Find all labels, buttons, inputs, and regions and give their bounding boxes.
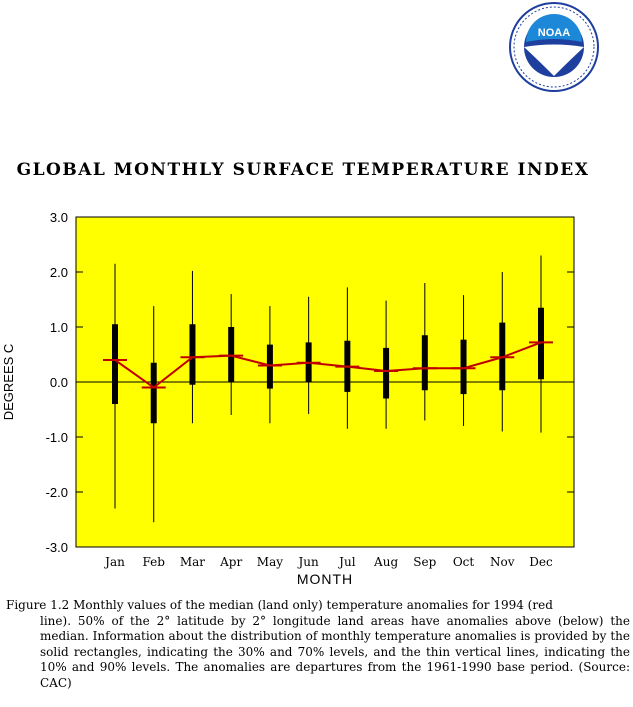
y-axis: 3.0 2.0 1.0 0.0 -1.0 -2.0 -3.0	[46, 210, 574, 555]
box-30-70	[150, 362, 157, 424]
x-tick-label: Nov	[490, 555, 515, 569]
box-30-70	[421, 335, 428, 391]
box-30-70	[112, 324, 118, 404]
y-axis-label: DEGREES C	[1, 344, 16, 421]
x-tick-label: Jun	[296, 555, 319, 569]
x-axis: Jan Feb Mar Apr May Jun Jul Aug Sep Oct Nov Dec	[103, 555, 553, 569]
box-30-70	[460, 339, 467, 395]
x-tick-label: Sep	[413, 555, 436, 569]
y-tick-label: 0.0	[50, 375, 68, 390]
logo-sky	[526, 14, 582, 42]
y-tick-label: 1.0	[50, 320, 68, 335]
x-tick-label: Jul	[337, 555, 356, 569]
y-tick-label: 3.0	[50, 210, 68, 225]
y-tick-label: -2.0	[46, 485, 68, 500]
x-tick-label: Oct	[453, 555, 475, 569]
noaa-logo: NOAA	[508, 2, 600, 92]
x-tick-label: Jan	[103, 555, 125, 569]
logo-text: NOAA	[538, 27, 570, 39]
box-30-70	[228, 327, 235, 382]
y-tick-label: -3.0	[46, 540, 68, 555]
caption-lead: Figure 1.2 Monthly values of the median …	[6, 598, 553, 612]
x-axis-label: MONTH	[297, 571, 353, 587]
caption-rest: line). 50% of the 2° latitude by 2° long…	[40, 613, 630, 690]
box-30-70	[383, 347, 390, 399]
x-tick-label: Aug	[373, 555, 398, 569]
x-tick-label: Dec	[529, 555, 553, 569]
chart: GLOBAL MONTHLY SURFACE TEMPERATURE INDEX…	[1, 160, 590, 587]
y-tick-label: 2.0	[50, 265, 68, 280]
median-series-line	[114, 341, 542, 389]
x-tick-label: May	[257, 555, 283, 569]
chart-title: GLOBAL MONTHLY SURFACE TEMPERATURE INDEX	[17, 160, 590, 180]
median-line	[103, 341, 553, 389]
box-30-70	[189, 324, 196, 385]
box-30-70	[266, 344, 273, 389]
x-tick-label: Feb	[143, 555, 166, 569]
x-tick-label: Apr	[219, 555, 242, 569]
y-tick-label: -1.0	[46, 430, 68, 445]
figure-caption: Figure 1.2 Monthly values of the median …	[6, 598, 630, 692]
logo-outer-band	[513, 6, 595, 88]
x-tick-label: Mar	[180, 555, 205, 569]
logo-bird-shape	[524, 44, 584, 76]
box-30-70	[538, 307, 544, 380]
